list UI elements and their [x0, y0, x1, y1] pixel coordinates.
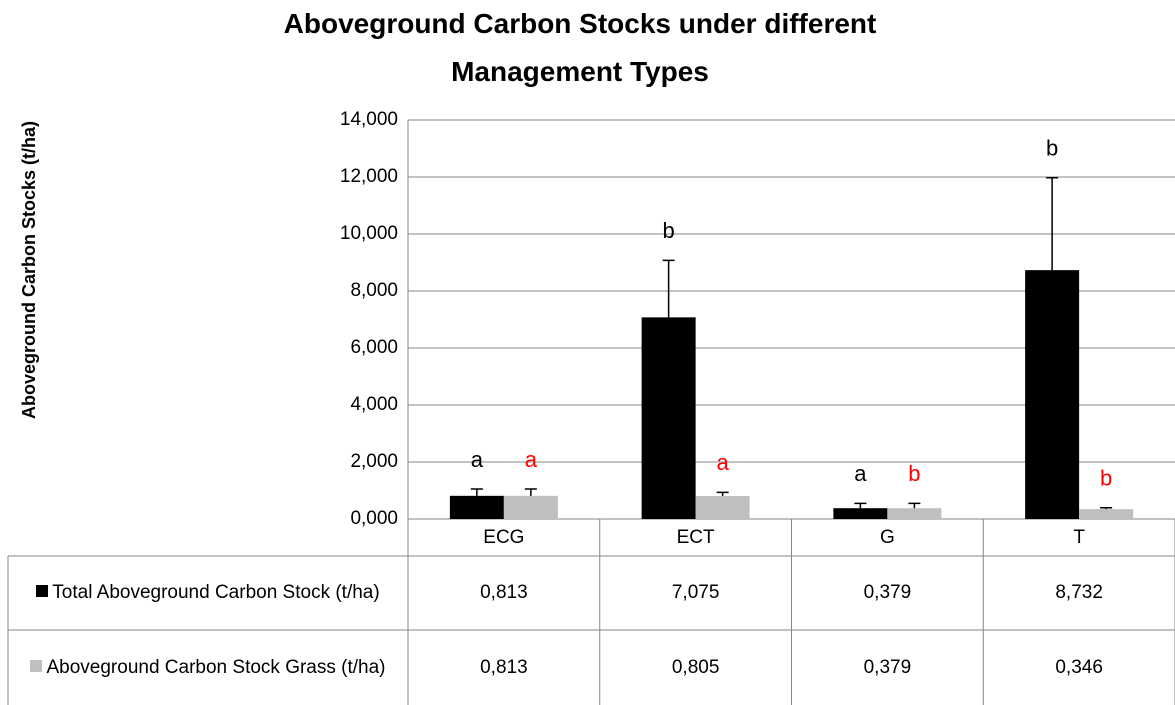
y-tick-label: 14,000	[340, 109, 398, 130]
table-value: 0,346	[1055, 656, 1103, 678]
error-bar	[1100, 506, 1113, 510]
x-tick-label: ECT	[676, 526, 715, 548]
significance-letter: b	[663, 218, 675, 243]
table-value: 8,732	[1055, 582, 1103, 604]
y-tick-label: 12,000	[340, 166, 398, 187]
error-bar	[908, 502, 921, 509]
table-value: 0,805	[671, 656, 720, 678]
error-bar	[470, 488, 483, 496]
significance-letter: a	[525, 447, 538, 472]
y-tick-label: 10,000	[340, 223, 398, 244]
legend-entry: Total Aboveground Carbon Stock (t/ha)	[8, 556, 408, 630]
bar	[695, 496, 750, 519]
bar	[833, 508, 888, 519]
chart-title: Aboveground Carbon Stocks under differen…	[283, 8, 877, 87]
error-bar	[1046, 177, 1059, 271]
legend-label: Aboveground Carbon Stock Grass (t/ha)	[46, 656, 386, 678]
legend-key	[30, 659, 43, 672]
y-tick-label: 8,000	[350, 280, 398, 301]
y-tick-label: 2,000	[350, 451, 398, 472]
title-box: Aboveground Carbon Stocks under differen…	[283, 8, 877, 87]
bar	[641, 317, 696, 519]
table-value: 7,075	[671, 582, 720, 604]
legend-entry: Aboveground Carbon Stock Grass (t/ha)	[8, 630, 408, 705]
bar	[1079, 509, 1134, 519]
y-axis-label: Aboveground Carbon Stocks (t/ha)	[19, 121, 39, 419]
error-bar	[662, 259, 675, 318]
y-tick-label: 6,000	[350, 337, 398, 358]
table-value: 0,379	[863, 656, 912, 678]
table-value: 0,813	[480, 656, 528, 678]
bar	[503, 495, 558, 519]
bar	[887, 508, 942, 519]
bar	[1025, 270, 1080, 519]
significance-letter: a	[471, 447, 484, 472]
significance-letter: b	[1046, 136, 1058, 161]
legend-key	[36, 585, 49, 598]
x-tick-label: ECG	[483, 526, 525, 548]
legend-text: Total Aboveground Carbon Stock (t/ha)	[36, 581, 380, 605]
bar	[449, 495, 504, 519]
x-tick-label: G	[879, 526, 895, 548]
x-tick-label: T	[1073, 526, 1085, 548]
y-tick-label: 4,000	[350, 394, 398, 415]
table-value: 0,379	[863, 582, 912, 604]
error-bar	[524, 488, 537, 496]
significance-letter: b	[1100, 466, 1112, 491]
error-bar	[716, 491, 729, 497]
legend-label: Total Aboveground Carbon Stock (t/ha)	[52, 582, 380, 604]
legend-text: Aboveground Carbon Stock Grass (t/ha)	[30, 656, 386, 680]
y-tick-label: 0,000	[350, 508, 398, 529]
significance-letter: a	[717, 450, 730, 475]
table-value: 0,813	[480, 582, 528, 604]
error-bar	[854, 502, 867, 509]
significance-letter: a	[854, 461, 867, 486]
significance-letter: b	[908, 461, 920, 486]
